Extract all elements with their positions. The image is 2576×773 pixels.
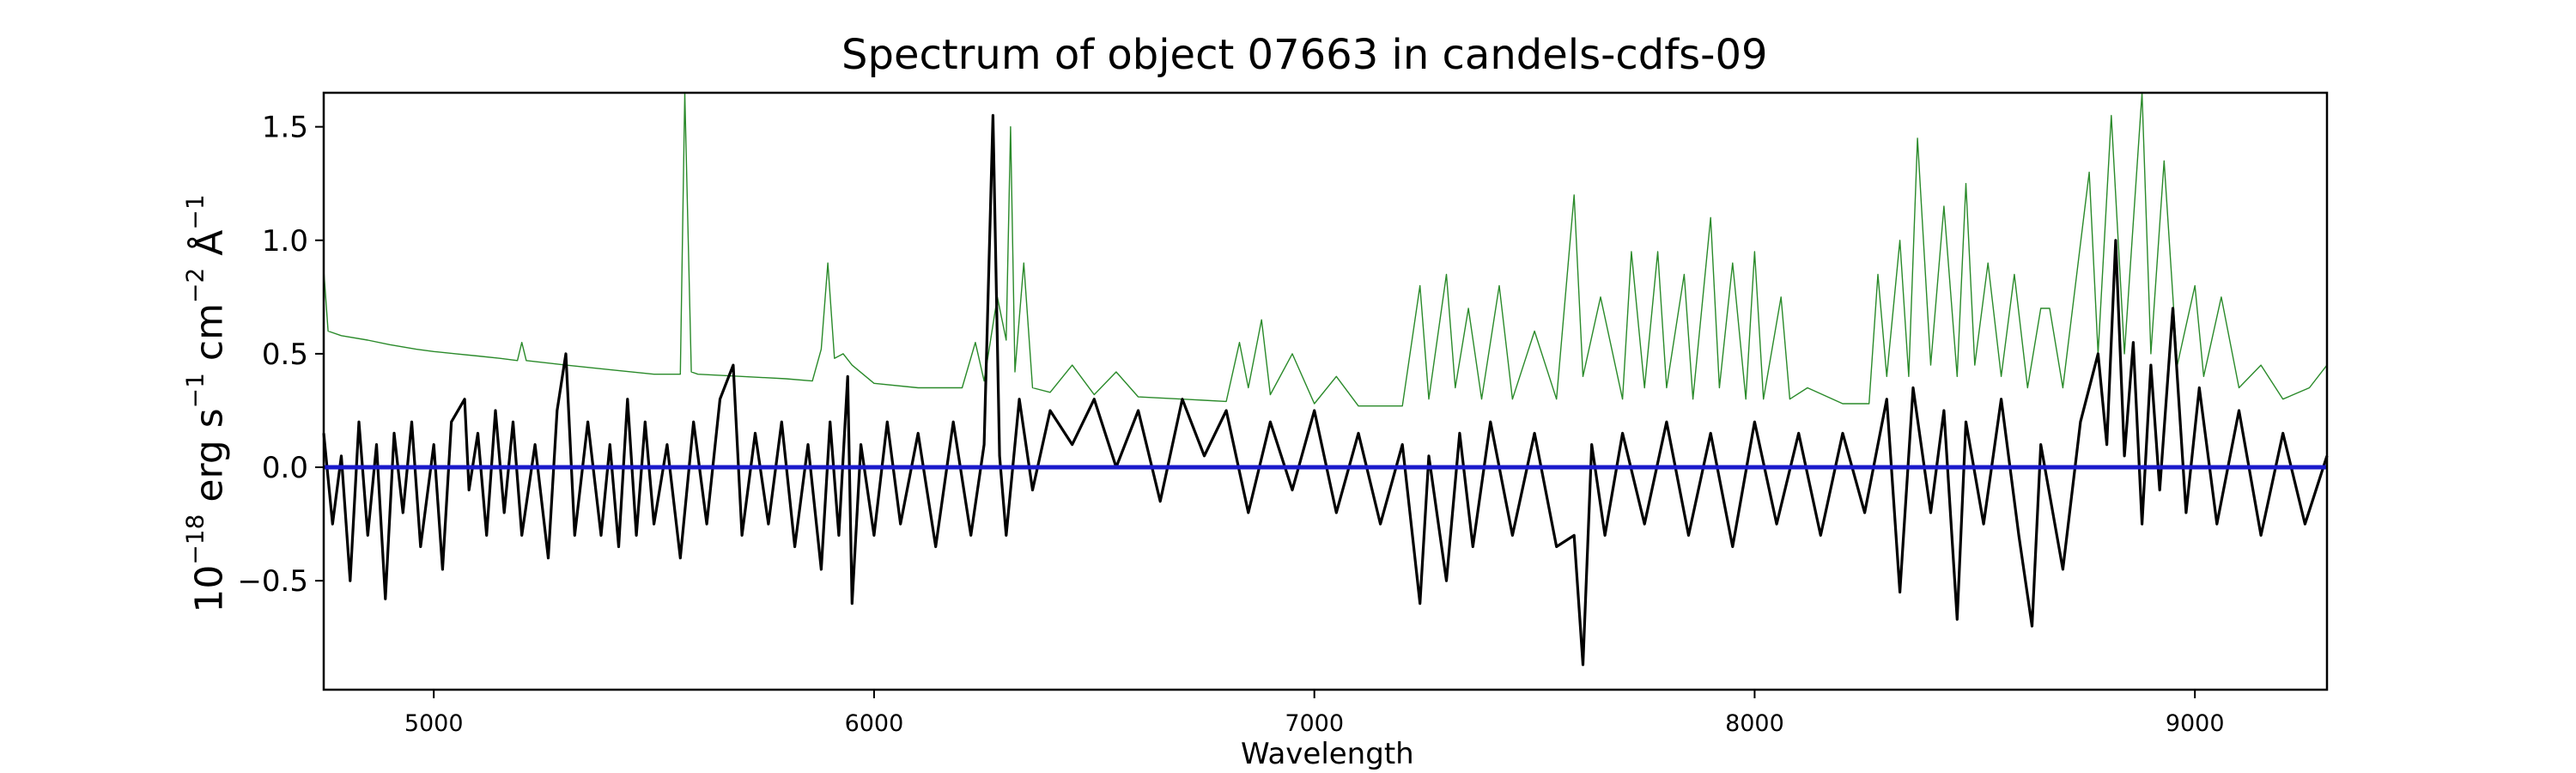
x-tick-label: 8000 <box>1725 710 1784 737</box>
plot-area-frame <box>322 91 2329 691</box>
x-tick-label: 7000 <box>1285 710 1344 737</box>
series-line-flux <box>322 113 2329 666</box>
y-tick-label: 0.0 <box>262 451 308 485</box>
x-tick-label: 6000 <box>845 710 904 737</box>
x-tick-label: 5000 <box>404 710 464 737</box>
tick-layer: −0.5 0.0 0.5 1.0 1.5 5000 6000 7000 8000 9000 <box>237 111 2224 737</box>
y-tick-label: 0.5 <box>262 338 308 372</box>
chart-title: Spectrum of object 07663 in candels-cdfs… <box>841 31 1768 79</box>
series-line-error <box>323 92 2328 407</box>
x-tick-label: 9000 <box>2166 710 2225 737</box>
y-tick-label: 1.0 <box>262 224 308 259</box>
y-tick-label: 1.5 <box>262 111 308 145</box>
series-layer <box>322 92 2329 666</box>
y-tick-label: −0.5 <box>237 564 308 599</box>
x-axis-label: Wavelength <box>1241 737 1414 771</box>
